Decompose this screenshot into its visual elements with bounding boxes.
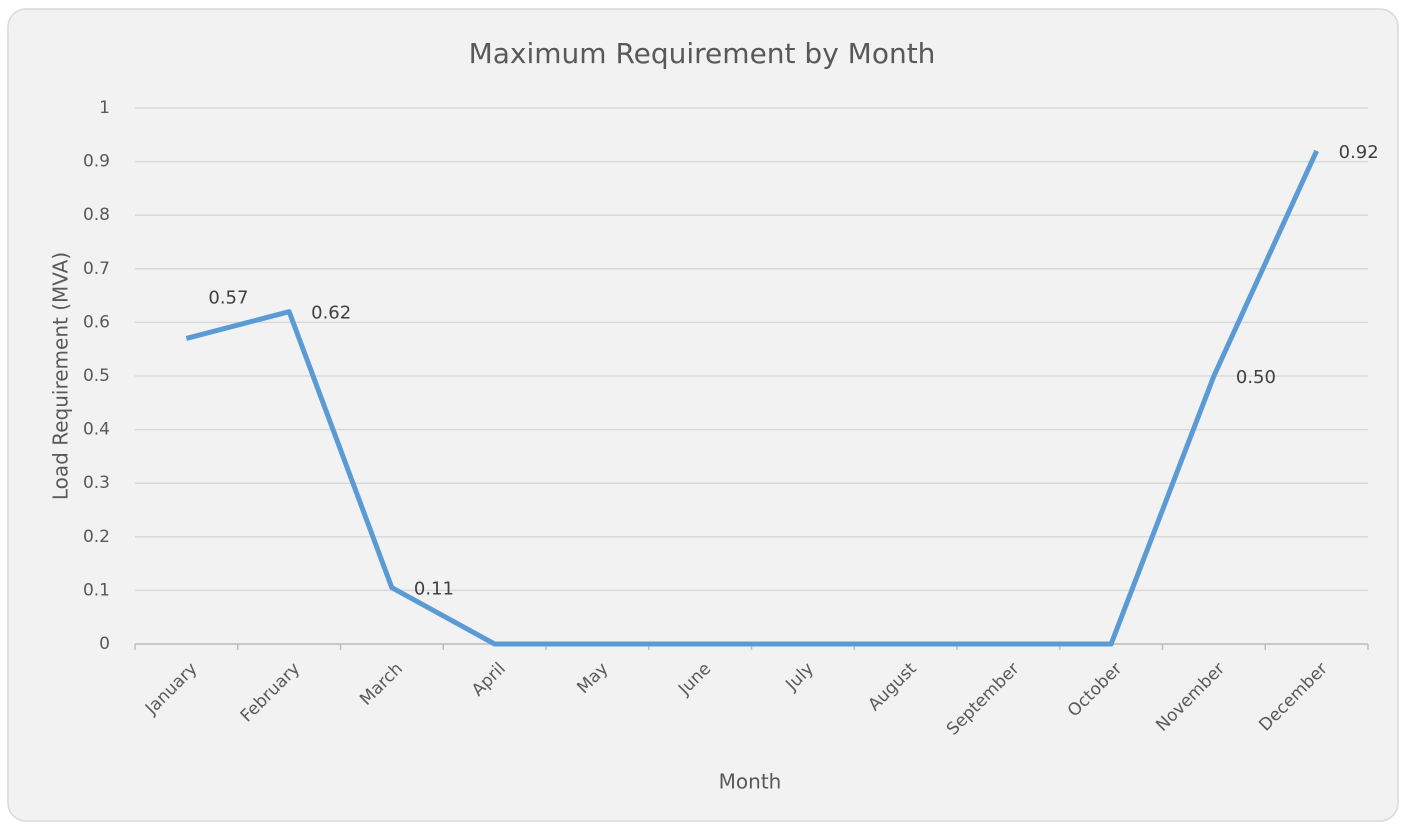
data-label: 0.62 [311, 303, 351, 324]
data-label: 0.57 [208, 287, 248, 308]
y-tick-label: 0.4 [83, 420, 110, 440]
y-tick-label: 0 [99, 634, 110, 654]
y-tick-label: 0.5 [83, 366, 110, 386]
y-tick-label: 0.1 [83, 580, 110, 600]
y-tick-label: 0.9 [83, 152, 110, 172]
y-tick-label: 0.7 [83, 259, 110, 279]
y-axis-label: Load Requirement (MVA) [49, 252, 73, 500]
chart-background [7, 8, 1399, 822]
y-tick-label: 0.6 [83, 312, 110, 332]
chart-title: Maximum Requirement by Month [469, 37, 936, 70]
y-tick-label: 0.3 [83, 473, 110, 493]
line-series [185, 149, 1319, 647]
data-label: 0.50 [1236, 367, 1276, 388]
data-label: 0.11 [414, 579, 454, 600]
x-axis-label: Month [719, 770, 782, 794]
y-tick-label: 0.8 [83, 205, 110, 225]
y-tick-label: 0.2 [83, 527, 110, 547]
data-label: 0.92 [1339, 142, 1379, 163]
y-tick-label: 1 [99, 98, 110, 118]
